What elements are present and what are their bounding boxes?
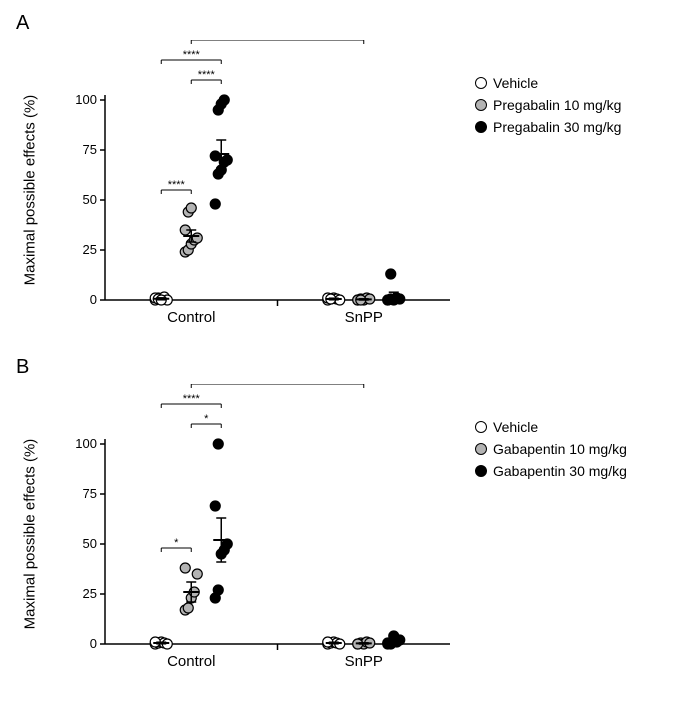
legend-A: Vehicle Pregabalin 10 mg/kg Pregabalin 30 … <box>475 75 621 141</box>
svg-text:*: * <box>174 537 179 549</box>
panel-label-B: B <box>16 356 29 379</box>
legend-marker-icon <box>475 99 487 111</box>
legend-label: Pregabalin 10 mg/kg <box>493 97 621 113</box>
legend-label: Pregabalin 30 mg/kg <box>493 119 621 135</box>
legend-item: Pregabalin 30 mg/kg <box>475 119 621 135</box>
plot-A: 0255075100ControlSnPP*******************… <box>60 40 460 340</box>
svg-text:*: * <box>204 413 209 425</box>
svg-text:Control: Control <box>167 653 215 670</box>
legend-item: Pregabalin 10 mg/kg <box>475 97 621 113</box>
legend-label: Vehicle <box>493 75 538 91</box>
plot-B: 0255075100ControlSnPP*********** <box>60 384 460 684</box>
legend-marker-icon <box>475 421 487 433</box>
ylabel-B: Maximal possible effects (%) <box>22 439 39 630</box>
svg-text:25: 25 <box>83 586 97 601</box>
svg-text:****: **** <box>183 49 201 61</box>
svg-text:50: 50 <box>83 192 97 207</box>
svg-text:SnPP: SnPP <box>345 309 383 326</box>
svg-text:50: 50 <box>83 536 97 551</box>
legend-label: Gabapentin 10 mg/kg <box>493 441 627 457</box>
svg-text:Control: Control <box>167 309 215 326</box>
svg-text:75: 75 <box>83 486 97 501</box>
svg-text:****: **** <box>183 393 201 405</box>
ylabel-A: Maximal possible effects (%) <box>22 95 39 286</box>
panel-B: B Maximal possible effects (%) 0 25 50 75 10… <box>10 354 664 698</box>
svg-text:****: **** <box>198 69 216 81</box>
legend-marker-icon <box>475 121 487 133</box>
legend-item: Vehicle <box>475 419 627 435</box>
svg-text:25: 25 <box>83 242 97 257</box>
figure: A Maximal possible effects (%) 0 25 50 75 10… <box>10 10 664 698</box>
legend-item: Vehicle <box>475 75 621 91</box>
svg-text:SnPP: SnPP <box>345 653 383 670</box>
svg-text:100: 100 <box>75 436 97 451</box>
legend-item: Gabapentin 30 mg/kg <box>475 463 627 479</box>
svg-text:100: 100 <box>75 92 97 107</box>
svg-text:****: **** <box>168 179 186 191</box>
legend-B: Vehicle Gabapentin 10 mg/kg Gabapentin 30 … <box>475 419 627 485</box>
legend-marker-icon <box>475 465 487 477</box>
svg-text:*: * <box>275 384 280 385</box>
legend-label: Vehicle <box>493 419 538 435</box>
panel-label-A: A <box>16 12 29 35</box>
svg-text:0: 0 <box>90 636 97 651</box>
svg-text:****: **** <box>269 40 287 41</box>
panel-A: A Maximal possible effects (%) 0 25 50 75 10… <box>10 10 664 354</box>
legend-label: Gabapentin 30 mg/kg <box>493 463 627 479</box>
legend-marker-icon <box>475 443 487 455</box>
svg-text:0: 0 <box>90 292 97 307</box>
legend-item: Gabapentin 10 mg/kg <box>475 441 627 457</box>
legend-marker-icon <box>475 77 487 89</box>
svg-text:75: 75 <box>83 142 97 157</box>
